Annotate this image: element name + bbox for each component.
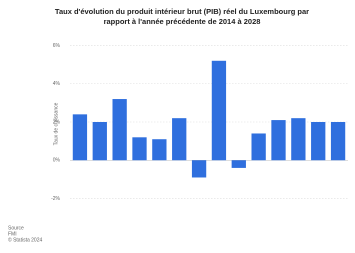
- bar: [152, 139, 167, 161]
- y-axis-label: Taux de croissance: [53, 102, 59, 145]
- y-tick-label: -2%: [51, 196, 60, 202]
- y-tick-label: 4%: [53, 81, 61, 87]
- bar: [112, 99, 127, 161]
- bar: [311, 122, 326, 161]
- y-tick-label: 0%: [53, 158, 61, 164]
- bar: [132, 137, 147, 161]
- bar: [92, 122, 107, 161]
- y-tick-label: 6%: [53, 43, 61, 49]
- chart-title: Taux d'évolution du produit intérieur br…: [55, 7, 309, 26]
- bar: [271, 120, 286, 161]
- bar: [211, 60, 227, 161]
- bar: [231, 160, 246, 168]
- bar: [191, 160, 207, 178]
- y-tick-label: 2%: [53, 119, 61, 125]
- source-text: FMI: [8, 231, 17, 237]
- bar: [172, 118, 187, 161]
- source-text: Source: [8, 225, 24, 231]
- bar: [72, 114, 88, 161]
- bar: [251, 133, 266, 161]
- source-text: © Statista 2024: [8, 236, 42, 243]
- bar: [330, 122, 346, 161]
- bar: [291, 118, 306, 161]
